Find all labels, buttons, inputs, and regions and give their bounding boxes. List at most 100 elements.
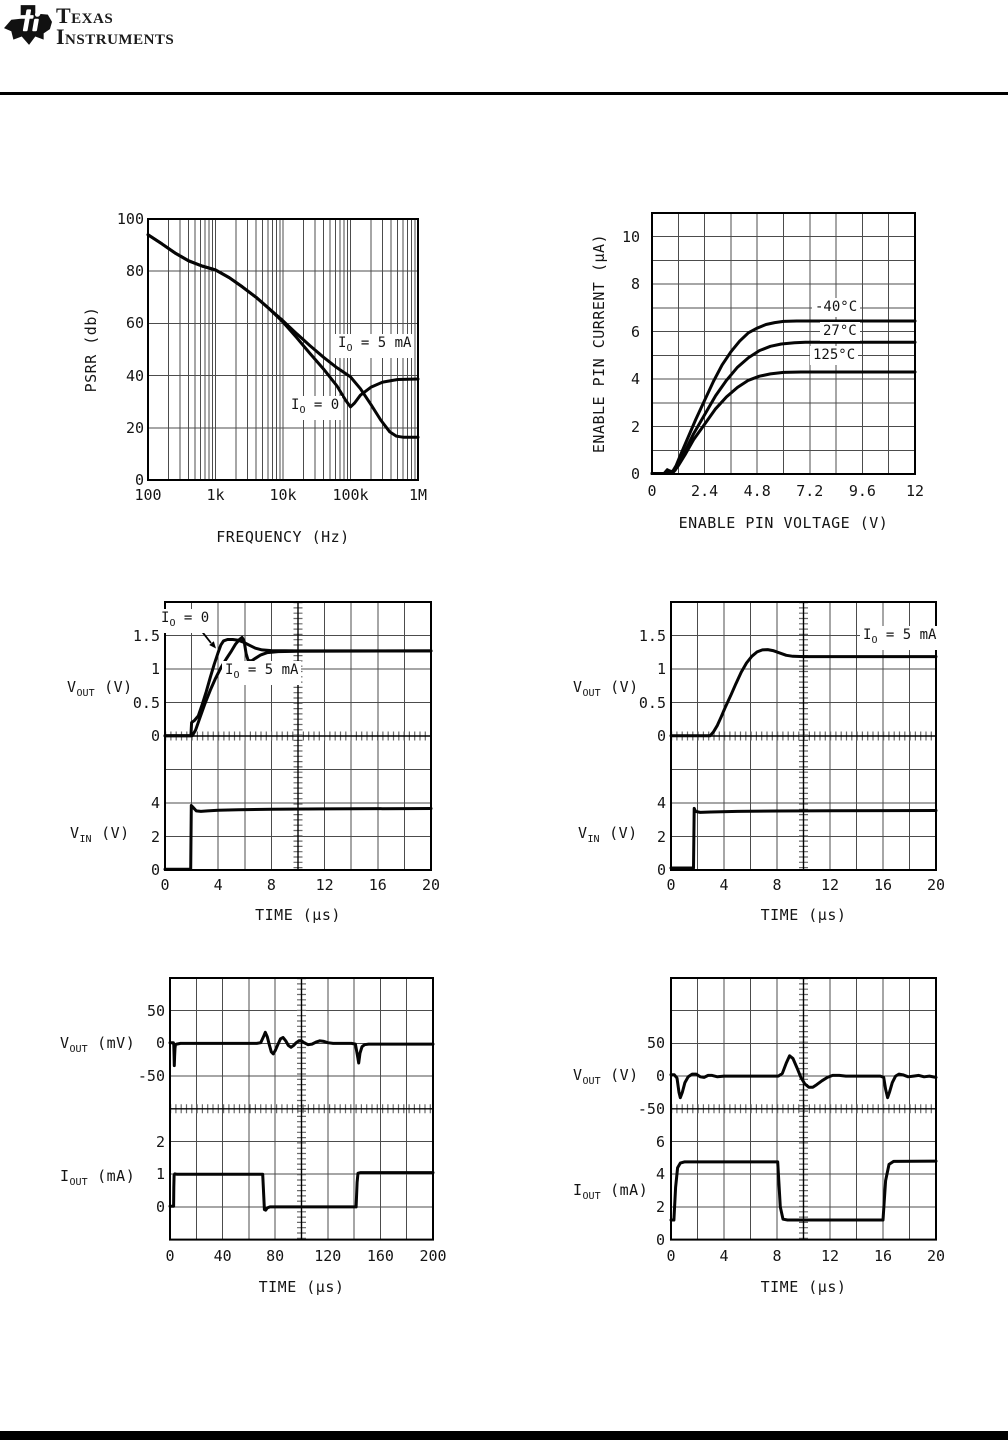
enable-x-ticks: 0 2.4 4.8 7.2 9.6 12 xyxy=(560,482,994,504)
tick-label: 4.8 xyxy=(743,482,771,500)
tick-label: 0.5 xyxy=(132,693,160,712)
tick-label: 2 xyxy=(150,827,160,846)
plot-frame xyxy=(670,977,937,1241)
tick-label: 2 xyxy=(655,1197,665,1216)
trace-vout xyxy=(669,648,938,738)
trace-vin xyxy=(163,804,433,871)
load1-plot xyxy=(168,977,435,1241)
load1-x-label: TIME (µs) xyxy=(258,1278,345,1296)
plot-frame xyxy=(147,218,419,481)
tick-label: 12 xyxy=(905,482,925,500)
trace-vin xyxy=(669,806,938,870)
load2-plot xyxy=(669,977,938,1241)
tick-label: 9.6 xyxy=(848,482,876,500)
tick-label: 16 xyxy=(873,1247,893,1265)
tick-label: 2 xyxy=(656,827,666,846)
tick-label: 4 xyxy=(719,1247,729,1265)
annotation-io-0: IO = 0 xyxy=(158,609,213,633)
tick-label: 1M xyxy=(408,486,428,504)
label-125c: 125°C xyxy=(810,346,859,365)
footer-rule xyxy=(0,1431,1008,1440)
tick-label: 100k xyxy=(332,486,369,504)
enable-y-label: ENABLE PIN CURRENT (µA) xyxy=(590,233,608,454)
tick-label: 10 xyxy=(621,227,640,246)
annotation-io-5ma: IO = 5 mA xyxy=(222,661,302,685)
psrr-y-ticks: 100 80 60 40 20 0 xyxy=(80,190,144,555)
tick-label: 8 xyxy=(266,876,276,894)
annotation-io-0: IO = 0 xyxy=(288,396,343,420)
tick-label: 100 xyxy=(134,486,162,504)
startup1-plot xyxy=(163,601,433,871)
load2-iout-ticks: 6 4 2 0 xyxy=(600,960,665,1312)
tick-label: 0 xyxy=(165,1247,175,1265)
tick-label: 0 xyxy=(656,861,666,879)
tick-label: 12 xyxy=(820,1247,840,1265)
tick-label: -50 xyxy=(137,1067,165,1086)
tick-label: 0 xyxy=(655,1230,665,1249)
tick-label: 200 xyxy=(419,1247,447,1265)
tick-label: 0 xyxy=(155,1034,165,1053)
tick-label: 40 xyxy=(213,1247,232,1265)
tick-label: 0 xyxy=(150,861,160,879)
tick-label: 0 xyxy=(666,876,676,894)
trace-iout xyxy=(669,1159,938,1222)
header-rule xyxy=(0,92,1008,95)
enable-y-ticks: 10 8 6 4 2 0 xyxy=(590,185,640,555)
load1-vout-ticks: 50 0 -50 xyxy=(98,960,165,1312)
tick-label: 20 xyxy=(125,418,144,437)
psrr-y-label: PSRR (db) xyxy=(82,306,100,393)
tick-label: 4 xyxy=(150,794,160,812)
label-minus40c: -40°C xyxy=(812,298,861,317)
startup1-vin-ticks: 4 2 0 xyxy=(95,590,160,935)
tick-label: 12 xyxy=(820,876,840,894)
annotation-io-5ma: IO = 5 mA xyxy=(860,626,940,650)
load1-iout-axis-label: IOUT (mA) xyxy=(60,1167,136,1188)
tick-label: 1.5 xyxy=(132,626,160,645)
annotation-io-5ma: IO = 5 mA xyxy=(335,334,415,358)
chart-psrr: 100 80 60 40 20 0 100 1k 10k 100k 1M PSRR (db) FR… xyxy=(40,190,474,555)
tick-label: 60 xyxy=(125,314,144,333)
tick-label: 2 xyxy=(155,1132,165,1151)
trace-vout xyxy=(669,1054,938,1100)
load1-x-ticks: 0 40 80 120 160 200 xyxy=(40,1247,484,1269)
tick-label: 6 xyxy=(655,1132,665,1151)
tick-label: 0 xyxy=(655,1067,665,1086)
tick-label: 1 xyxy=(155,1165,165,1184)
tick-label: 20 xyxy=(926,1247,946,1265)
tick-label: 50 xyxy=(646,1034,665,1053)
tick-label: 1k xyxy=(206,486,225,504)
load1-iout-ticks: 2 1 0 xyxy=(98,960,165,1312)
ti-bug-icon xyxy=(4,5,52,45)
trace-io-0 xyxy=(146,233,420,409)
tick-label: 8 xyxy=(772,1247,782,1265)
tick-label: -50 xyxy=(637,1099,665,1118)
chart-load-transient-1ma: 50 0 -50 2 1 0 0 40 80 120 160 200 TIME (µs) VOUT… xyxy=(40,960,484,1312)
tick-label: 100 xyxy=(116,210,144,228)
tick-label: 0 xyxy=(160,876,170,894)
load2-iout-axis-label: IOUT (mA) xyxy=(573,1181,649,1202)
load2-vout-axis-label: VOUT (V) xyxy=(573,1066,639,1087)
startup1-vin-axis-label: VIN (V) xyxy=(70,824,130,845)
tick-label: 1.5 xyxy=(638,626,666,645)
tick-label: 2.4 xyxy=(691,482,719,500)
startup2-vin-axis-label: VIN (V) xyxy=(578,824,638,845)
tick-label: 80 xyxy=(266,1247,285,1265)
tick-label: 0 xyxy=(647,482,657,500)
tick-label: 0 xyxy=(656,727,666,745)
tick-label: 7.2 xyxy=(796,482,824,500)
tick-label: 4 xyxy=(719,876,729,894)
load1-vout-axis-label: VOUT (mV) xyxy=(60,1034,136,1055)
tick-label: 4 xyxy=(655,1165,665,1184)
startup2-x-ticks: 0 4 8 12 16 20 xyxy=(560,876,994,898)
startup1-x-ticks: 0 4 8 12 16 20 xyxy=(40,876,474,898)
trace-125c xyxy=(650,370,917,475)
trace-vout-io5 xyxy=(163,636,433,738)
ti-logo: Texas Instruments xyxy=(4,3,304,59)
plot-frame xyxy=(651,212,916,475)
trace-vout xyxy=(168,1030,435,1068)
tick-label: 16 xyxy=(873,876,893,894)
